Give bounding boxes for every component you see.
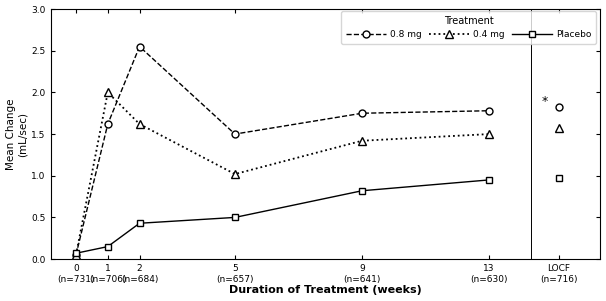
X-axis label: Duration of Treatment (weeks): Duration of Treatment (weeks) (229, 285, 422, 296)
Text: *: * (542, 95, 548, 108)
Y-axis label: Mean Change
(mL/sec): Mean Change (mL/sec) (5, 98, 27, 170)
Legend: 0.8 mg, 0.4 mg, Placebo: 0.8 mg, 0.4 mg, Placebo (341, 11, 596, 44)
